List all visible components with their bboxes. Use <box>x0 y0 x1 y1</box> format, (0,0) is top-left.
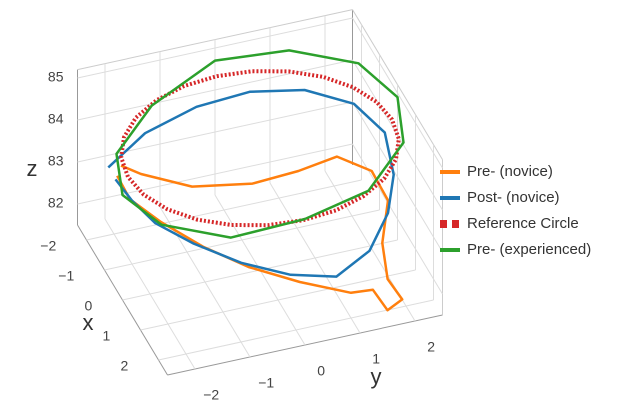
z-tick-label: 83 <box>48 153 64 169</box>
grid-line <box>104 218 196 370</box>
legend-text: Reference Circle <box>467 215 579 232</box>
z-axis-title: z <box>27 156 38 181</box>
series-line <box>119 69 401 228</box>
grid-line <box>77 17 353 79</box>
grid-line <box>159 206 251 358</box>
y-tick-label: 0 <box>317 363 325 379</box>
y-tick-label: −2 <box>203 387 219 403</box>
series-line <box>116 155 404 312</box>
legend-text: Pre- (novice) <box>467 163 553 180</box>
series-line <box>115 49 405 239</box>
grid-line <box>77 59 353 121</box>
x-tick-label: 1 <box>102 327 110 343</box>
z-tick-label: 82 <box>48 195 64 211</box>
x-tick-label: −2 <box>40 237 56 253</box>
grid-line <box>352 17 443 169</box>
y-tick-label: −1 <box>258 375 274 391</box>
y-tick-label: 2 <box>427 339 435 355</box>
x-tick-label: 0 <box>84 297 92 313</box>
legend-text: Post- (novice) <box>467 189 560 206</box>
y-axis-title: y <box>371 364 382 389</box>
series-line <box>107 88 395 278</box>
y-tick-label: 1 <box>372 351 380 367</box>
x-tick-label: 2 <box>120 357 128 373</box>
z-tick-label: 84 <box>48 111 64 127</box>
legend-text: Pre- (experienced) <box>467 241 591 258</box>
z-tick-label: 85 <box>48 69 64 85</box>
x-tick-label: −1 <box>58 267 74 283</box>
grid-line <box>269 182 361 334</box>
grid-line <box>352 59 443 211</box>
grid-line <box>352 101 443 253</box>
x-axis-title: x <box>83 310 94 335</box>
